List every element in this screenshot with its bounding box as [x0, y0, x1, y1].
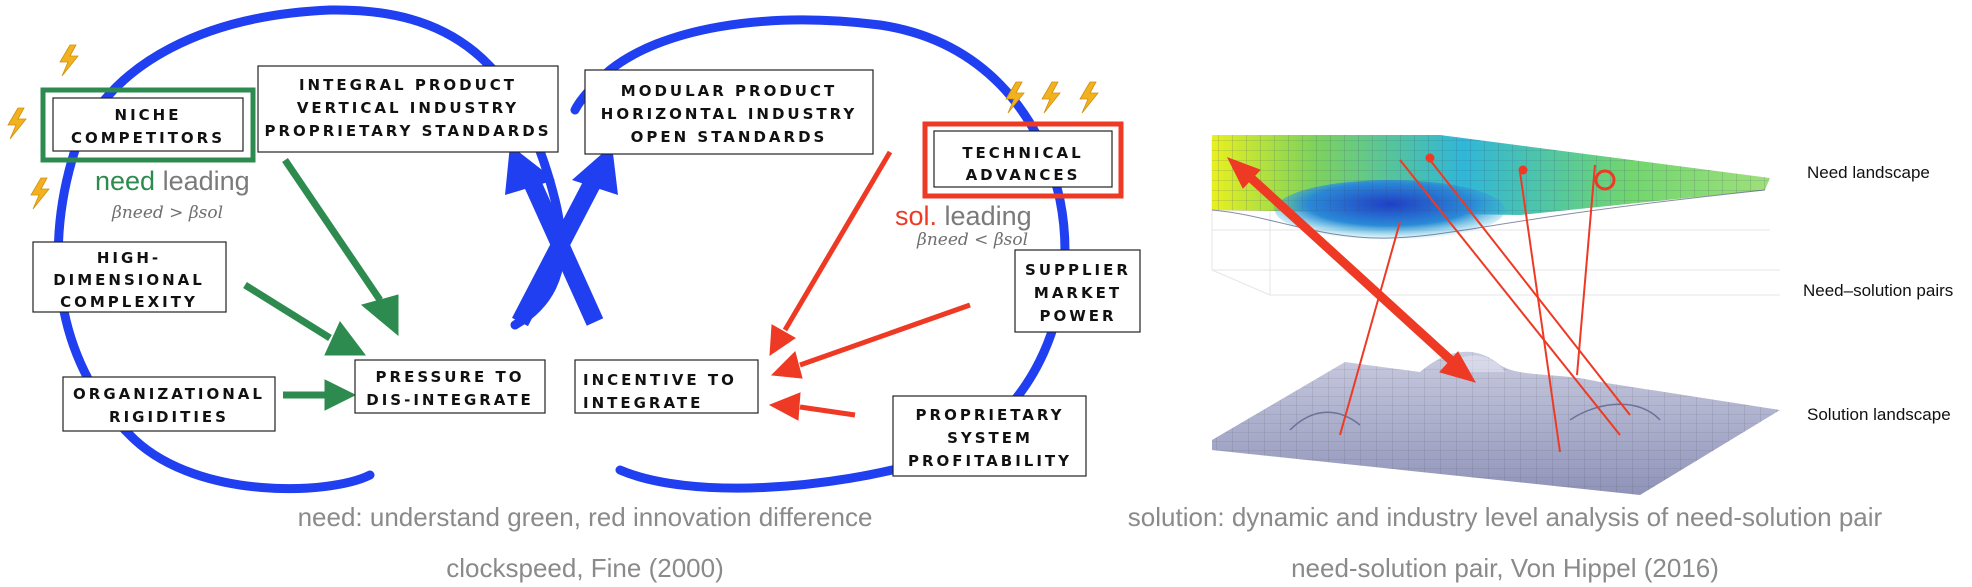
supplier-line-1: SUPPLIER: [1025, 261, 1131, 279]
lightning-icons: [7, 44, 1099, 210]
caption-left-line-1: need: understand green, red innovation d…: [298, 502, 873, 532]
proprietary-line-2: SYSTEM: [947, 429, 1033, 447]
box-modular-product: MODULAR PRODUCT HORIZONTAL INDUSTRY OPEN…: [584, 69, 874, 155]
org-line-2: RIGIDITIES: [109, 408, 229, 426]
technical-line-1: TECHNICAL: [962, 144, 1083, 162]
highdim-line-3: COMPLEXITY: [60, 293, 198, 311]
box-supplier-market-power: SUPPLIER MARKET POWER: [1014, 249, 1141, 333]
highdim-line-2: DIMENSIONAL: [53, 271, 205, 289]
integral-line-2: VERTICAL INDUSTRY: [297, 99, 519, 117]
lightning-icon: [59, 44, 79, 77]
sol-rest: leading: [937, 201, 1032, 231]
caption-right-line-1: solution: dynamic and industry level ana…: [1128, 502, 1883, 532]
integral-line-1: INTEGRAL PRODUCT: [299, 76, 517, 94]
technical-line-2: ADVANCES: [966, 166, 1081, 184]
modular-line-1: MODULAR PRODUCT: [621, 82, 837, 100]
solution-landscape-surface: [1212, 351, 1780, 495]
incentive-line-1: INCENTIVE TO: [583, 371, 737, 389]
green-arrows: [243, 158, 399, 411]
need-landscape-surface: [1211, 135, 1770, 240]
need-landscape-label: Need landscape: [1807, 163, 1930, 182]
box-integral-product: INTEGRAL PRODUCT VERTICAL INDUSTRY PROPR…: [257, 65, 559, 153]
solution-landscape-label: Solution landscape: [1807, 405, 1951, 424]
sol-leading-label: sol. leading: [895, 201, 1032, 231]
modular-line-2: HORIZONTAL INDUSTRY: [601, 105, 857, 123]
need-solution-pair-arrows: [1226, 153, 1631, 453]
integral-line-3: PROPRIETARY STANDARDS: [264, 122, 551, 140]
niche-line-1: NICHE: [115, 106, 182, 124]
red-arrows: [768, 150, 971, 421]
caption-left-line-2: clockspeed, Fine (2000): [446, 553, 723, 583]
lightning-icon: [1041, 81, 1061, 114]
lightning-icon: [1079, 81, 1099, 114]
need-leading-label: need leading: [95, 166, 250, 196]
lightning-icon: [30, 177, 50, 210]
niche-line-2: COMPETITORS: [71, 129, 225, 147]
box-proprietary-system-profitability: PROPRIETARY SYSTEM PROFITABILITY: [892, 395, 1087, 477]
need-word: need: [95, 166, 155, 196]
loop-crossing-arrows: [505, 145, 618, 327]
org-line-1: ORGANIZATIONAL: [73, 385, 265, 403]
need-rest: leading: [155, 166, 250, 196]
supplier-line-2: MARKET: [1034, 284, 1122, 302]
sol-beta: βneed < βsol: [916, 230, 1028, 250]
box-incentive-to-integrate: INCENTIVE TO INTEGRATE: [574, 359, 759, 414]
caption-right-line-2: need-solution pair, Von Hippel (2016): [1291, 553, 1719, 583]
left-loop: [53, 5, 566, 494]
lightning-icon: [7, 107, 27, 140]
sol-word: sol.: [895, 201, 937, 231]
lightning-icon: [1005, 81, 1025, 114]
box-pressure-to-disintegrate: PRESSURE TO DIS-INTEGRATE: [354, 359, 546, 414]
highdim-line-1: HIGH-: [97, 249, 161, 267]
need-beta: βneed > βsol: [111, 203, 223, 223]
proprietary-line-3: PROFITABILITY: [908, 452, 1072, 470]
box-niche-competitors: NICHE COMPETITORS: [40, 87, 256, 163]
proprietary-line-1: PROPRIETARY: [916, 406, 1065, 424]
incentive-line-2: INTEGRATE: [583, 394, 703, 412]
supplier-line-3: POWER: [1039, 307, 1116, 325]
box-technical-advances: TECHNICAL ADVANCES: [922, 121, 1124, 199]
box-high-dimensional: HIGH- DIMENSIONAL COMPLEXITY: [32, 241, 227, 313]
modular-line-3: OPEN STANDARDS: [631, 128, 828, 146]
need-solution-pairs-label: Need–solution pairs: [1803, 281, 1953, 300]
pressure-line-2: DIS-INTEGRATE: [366, 391, 533, 409]
box-organizational-rigidities: ORGANIZATIONAL RIGIDITIES: [62, 376, 276, 432]
pressure-line-1: PRESSURE TO: [376, 368, 525, 386]
